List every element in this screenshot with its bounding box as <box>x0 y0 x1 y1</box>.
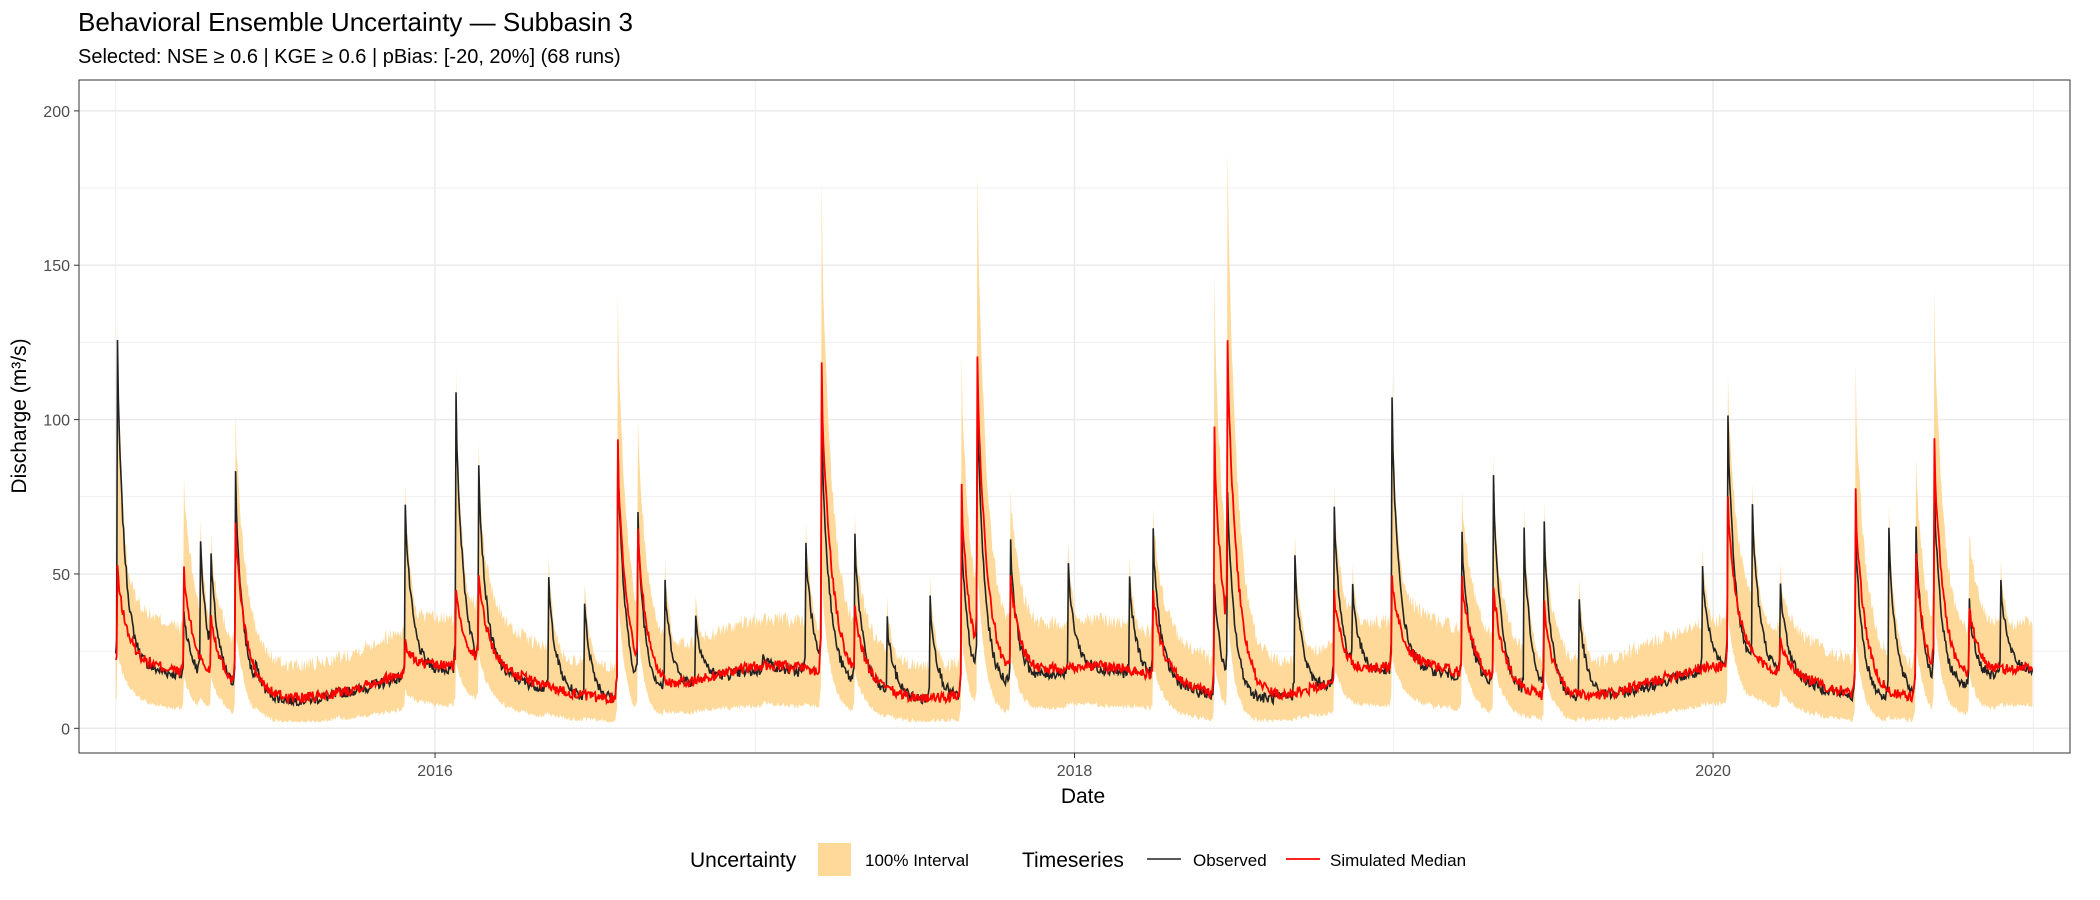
y-tick-label: 200 <box>43 104 70 121</box>
legend-label-observed: Observed <box>1193 851 1267 870</box>
simulated-median-line <box>114 340 2034 706</box>
x-tick-label: 2016 <box>417 763 453 780</box>
legend-label-interval: 100% Interval <box>865 851 969 870</box>
uncertainty-band <box>115 147 2033 723</box>
x-tick-label: 2018 <box>1057 763 1093 780</box>
x-tick-label: 2020 <box>1695 763 1731 780</box>
y-axis-title: Discharge (m³/s) <box>8 338 31 493</box>
legend-title-timeseries: Timeseries <box>1022 849 1124 872</box>
chart-title: Behavioral Ensemble Uncertainty — Subbas… <box>78 7 633 37</box>
observed-line <box>114 340 2034 708</box>
x-axis-title: Date <box>1061 785 1105 808</box>
y-tick-label: 100 <box>43 413 70 430</box>
y-axis: 0 50 100 150 200 <box>43 104 79 738</box>
chart-subtitle: Selected: NSE ≥ 0.6 | KGE ≥ 0.6 | pBias:… <box>78 46 621 68</box>
y-tick-label: 150 <box>43 258 70 275</box>
y-tick-label: 50 <box>52 567 70 584</box>
y-tick-label: 0 <box>61 721 70 738</box>
legend-title-uncertainty: Uncertainty <box>690 849 797 872</box>
legend-label-simulated: Simulated Median <box>1330 851 1466 870</box>
legend-band-swatch <box>818 843 851 876</box>
legend: Uncertainty 100% Interval Timeseries Obs… <box>690 843 1466 876</box>
x-axis: 2016 2018 2020 <box>417 753 1731 780</box>
